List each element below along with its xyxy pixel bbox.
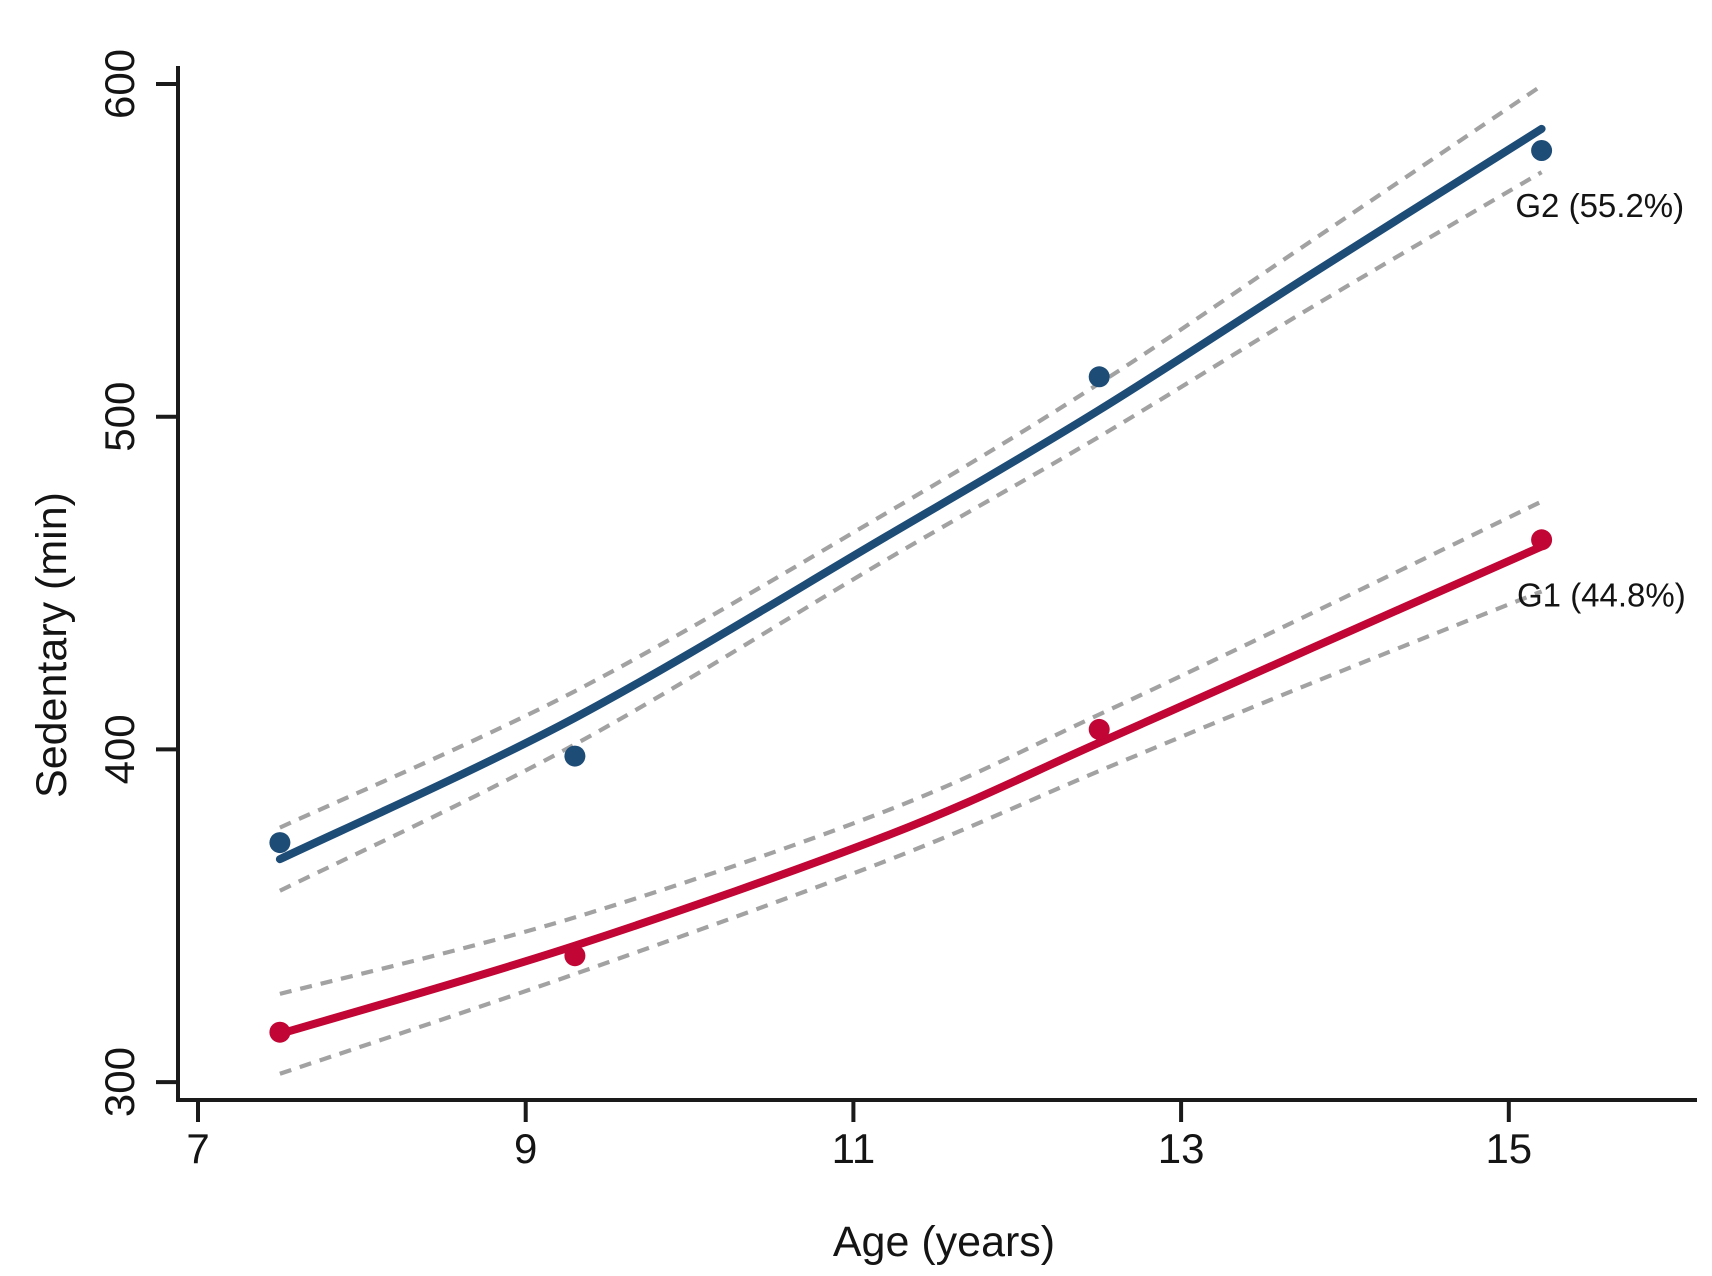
data-point-g1 <box>1088 718 1110 740</box>
axis-lines <box>176 66 1697 1102</box>
tick-labels: 300 400 500 600 7 9 11 13 15 <box>96 49 1532 1172</box>
data-point-g2 <box>564 745 586 767</box>
y-axis-title: Sedentary (min) <box>28 492 76 798</box>
fit-line-g2 <box>275 124 1546 864</box>
series-label-g1: G1 (44.8%) <box>1517 576 1686 613</box>
y-tick-label: 600 <box>96 49 143 119</box>
fit-lines <box>275 124 1546 1038</box>
data-point-g2 <box>269 832 291 854</box>
data-point-g1 <box>1531 529 1553 551</box>
confidence-bands <box>278 83 1543 1076</box>
x-tick-label: 13 <box>1158 1125 1205 1172</box>
titles-and-annotations: Sedentary (min) Age (years) G2 (55.2%) G… <box>28 187 1686 1266</box>
data-points <box>269 140 1553 1043</box>
x-tick-label: 11 <box>832 1125 876 1172</box>
series-label-g2: G2 (55.2%) <box>1515 187 1684 224</box>
data-point-g1 <box>269 1021 291 1043</box>
y-tick-label: 500 <box>96 382 143 452</box>
x-axis-title: Age (years) <box>833 1218 1055 1266</box>
fit-line-g1 <box>275 542 1546 1038</box>
y-tick-label: 400 <box>96 714 143 784</box>
ci-lower-g1 <box>279 589 1543 1076</box>
ci-upper-g2 <box>279 83 1543 830</box>
data-point-g2 <box>1531 140 1553 161</box>
axes <box>156 66 1697 1122</box>
x-tick-label: 15 <box>1485 1125 1532 1172</box>
ci-lower-g2 <box>278 170 1543 893</box>
data-point-g2 <box>1088 366 1110 388</box>
data-point-g1 <box>564 945 586 967</box>
x-tick-label: 7 <box>186 1125 209 1172</box>
y-tick-label: 300 <box>96 1047 143 1117</box>
x-tick-label: 9 <box>514 1125 537 1172</box>
ci-upper-g1 <box>279 499 1543 996</box>
